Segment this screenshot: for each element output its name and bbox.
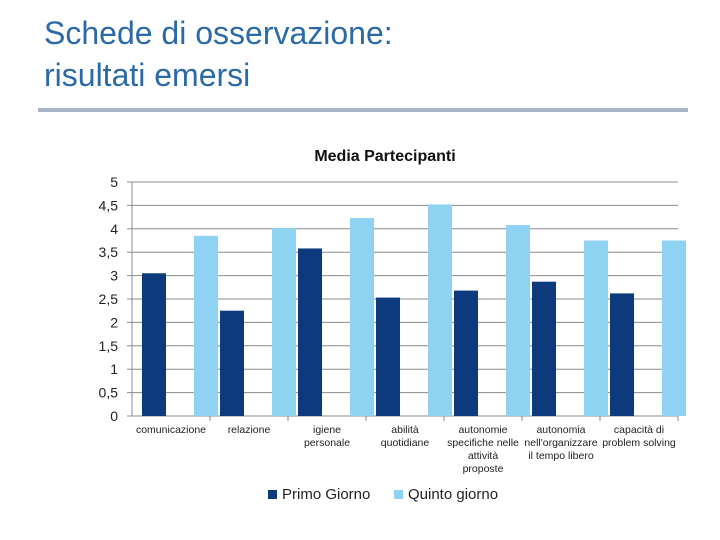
legend-label-primo-giorno: Primo Giorno (282, 486, 370, 503)
legend-label-quinto-giorno: Quinto giorno (408, 486, 498, 503)
bar-quinto-giorno (350, 218, 374, 416)
bar-quinto-giorno (272, 227, 296, 416)
x-tick-label: autonomia (536, 424, 585, 436)
y-tick-label: 5 (110, 174, 118, 190)
x-tick-label: nell'organizzare (524, 437, 597, 449)
title-divider (38, 108, 688, 112)
x-tick-label: specifiche nelle (447, 437, 519, 449)
x-tick-label: relazione (228, 424, 271, 436)
bar-primo-giorno (610, 293, 634, 416)
slide-title-line-1: Schede di osservazione: (44, 15, 393, 51)
legend-swatch-primo-giorno (268, 490, 277, 499)
bar-primo-giorno (532, 281, 556, 416)
bar-primo-giorno (220, 310, 244, 416)
x-tick-label: comunicazione (136, 424, 206, 436)
slide-title-line-2: risultati emersi (44, 57, 251, 93)
x-tick-label: igiene (313, 424, 341, 436)
x-tick-label: quotidiane (381, 437, 430, 449)
bar-quinto-giorno (428, 204, 452, 416)
y-tick-label: 3 (110, 268, 118, 284)
y-tick-label: 3,5 (99, 244, 119, 260)
bar-quinto-giorno (662, 240, 686, 416)
x-tick-label: attività (468, 450, 499, 462)
y-tick-label: 0,5 (99, 385, 119, 401)
bar-primo-giorno (376, 297, 400, 416)
x-tick-label: personale (304, 437, 350, 449)
x-tick-label: problem solving (602, 437, 676, 449)
x-tick-label: autonomie (458, 424, 507, 436)
chart-title: Media Partecipanti (314, 148, 455, 165)
bar-quinto-giorno (584, 240, 608, 416)
x-tick-label: abilità (391, 424, 419, 436)
x-tick-label: il tempo libero (528, 450, 594, 462)
x-tick-label: capacità di (614, 424, 664, 436)
x-tick-label: proposte (463, 463, 504, 475)
bar-primo-giorno (298, 248, 322, 416)
y-tick-label: 4 (110, 221, 118, 237)
y-tick-label: 4,5 (99, 197, 119, 213)
bar-primo-giorno (142, 273, 166, 416)
y-tick-label: 1,5 (99, 338, 119, 354)
bar-primo-giorno (454, 290, 478, 416)
slide-title: Schede di osservazione: risultati emersi (44, 12, 664, 96)
y-tick-label: 2 (110, 314, 118, 330)
y-tick-label: 2,5 (99, 291, 119, 307)
y-tick-label: 0 (110, 408, 118, 424)
legend-swatch-quinto-giorno (394, 490, 403, 499)
y-tick-label: 1 (110, 361, 118, 377)
bar-quinto-giorno (194, 235, 218, 416)
bar-quinto-giorno (506, 225, 530, 416)
